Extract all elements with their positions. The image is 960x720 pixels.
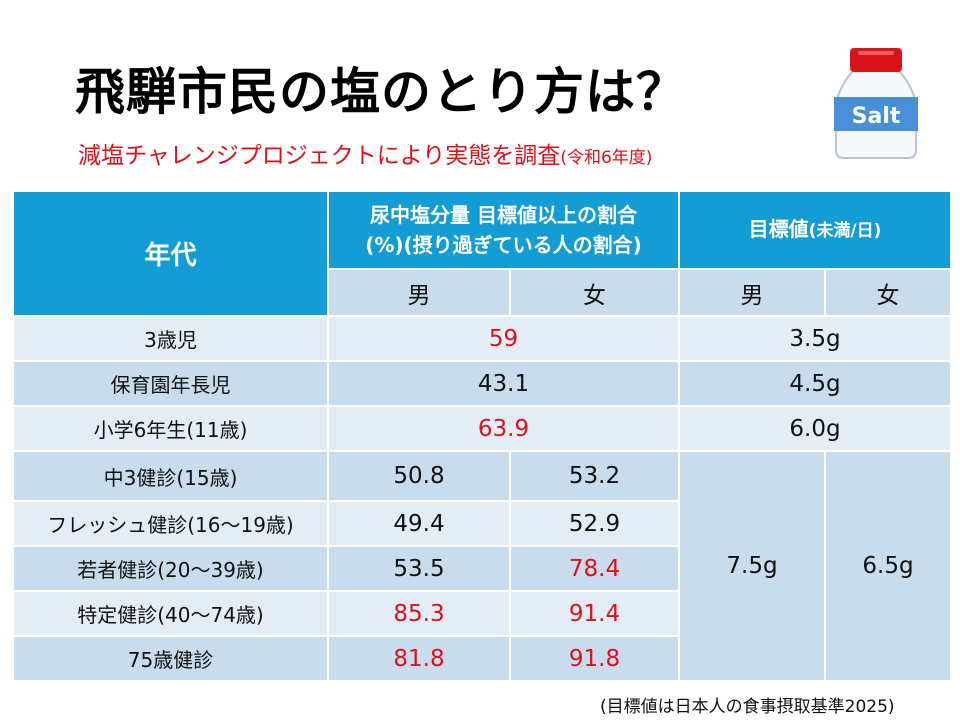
salt-label: Salt [852,104,901,129]
header-female: 女 [508,268,681,317]
adult-target-male: 7.5g [678,450,827,682]
ratio-male-cell: 49.4 [327,500,511,547]
header-target: 目標値(未満/日) [678,190,953,270]
table-row: 保育園年長児 43.1 4.5g [12,360,953,407]
age-cell: フレッシュ健診(16～19歳) [12,500,329,547]
ratio-cell: 63.9 [326,405,681,452]
ratio-female-cell: 78.4 [508,545,681,592]
header-ratio-line1: 尿中塩分量 目標値以上の割合 [370,203,637,227]
age-cell: 若者健診(20～39歳) [12,545,329,592]
ratio-cell: 59 [326,315,681,362]
header-ratio: 尿中塩分量 目標値以上の割合 (%)(摂り過ぎている人の割合) [326,190,681,270]
header-target-male: 男 [678,268,827,317]
age-cell: 75歳健診 [12,635,329,682]
age-cell: 中3健診(15歳) [12,450,329,502]
ratio-cell: 43.1 [326,360,681,407]
table-row: 若者健診(20～39歳) 53.5 78.4 [12,545,951,592]
salt-shaker-icon: Salt [834,48,918,159]
subtitle: 減塩チャレンジプロジェクトにより実態を調査(令和6年度) [78,136,652,170]
table-row: 特定健診(40～74歳) 85.3 91.4 [12,590,951,637]
header-ratio-line2: (%)(摂り過ぎている人の割合) [365,233,642,257]
header-age: 年代 [12,190,329,317]
target-cell: 6.0g [678,405,953,452]
subtitle-suffix: (令和6年度) [560,148,653,168]
footnote: (目標値は日本人の食事摂取基準2025) [600,697,895,717]
age-cell: 保育園年長児 [12,360,329,407]
ratio-male-cell: 81.8 [327,635,511,682]
target-cell: 3.5g [678,315,953,362]
age-cell: 3歳児 [12,315,329,362]
table-row: 小学6年生(11歳) 63.9 6.0g [12,405,953,452]
table-row: 中3健診(15歳) 50.8 53.2 7.5g 6.5g [12,450,953,682]
ratio-female-cell: 91.4 [508,590,681,637]
ratio-female-cell: 91.8 [508,635,681,682]
salt-survey-table: 年代 尿中塩分量 目標値以上の割合 (%)(摂り過ぎている人の割合) 目標値(未満… [12,190,953,682]
ratio-male-cell: 50.8 [327,450,511,502]
target-cell: 4.5g [678,360,953,407]
table-row: 3歳児 59 3.5g [12,315,953,362]
age-cell: 特定健診(40～74歳) [12,590,329,637]
ratio-female-cell: 53.2 [508,450,681,502]
header-male: 男 [327,268,511,317]
age-cell: 小学6年生(11歳) [12,405,329,452]
ratio-male-cell: 53.5 [327,545,511,592]
table-row: フレッシュ健診(16～19歳) 49.4 52.9 [12,500,951,547]
header-target-female: 女 [824,268,953,317]
adult-target-female: 6.5g [824,450,953,682]
ratio-male-cell: 85.3 [327,590,511,637]
ratio-female-cell: 52.9 [508,500,681,547]
page-title: 飛騨市民の塩のとり方は？ [75,63,687,121]
subtitle-main: 減塩チャレンジプロジェクトにより実態を調査 [78,143,561,169]
table-row: 75歳健診 81.8 91.8 [12,635,951,682]
